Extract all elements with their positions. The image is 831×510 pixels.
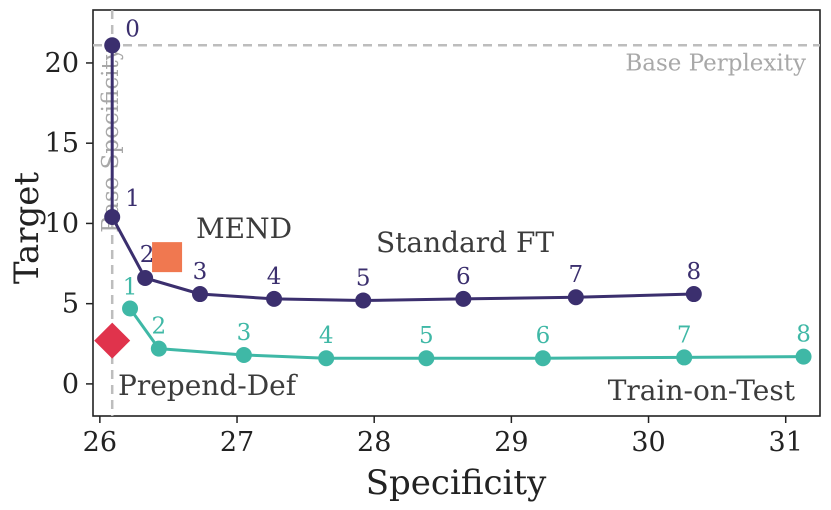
y-tick-label: 15 (45, 128, 79, 159)
standard-ft-point (137, 269, 154, 286)
prepend-def-label: Prepend-Def (118, 369, 299, 402)
train-on-test-point-label: 1 (123, 274, 138, 300)
train-on-test-point-label: 4 (319, 323, 334, 349)
x-tick-label: 29 (494, 427, 528, 458)
train-on-test-point (795, 348, 812, 365)
train-on-test-point (534, 350, 551, 367)
train-on-test-point (676, 349, 693, 366)
standard-ft-point (567, 289, 584, 306)
standard-ft-point-label: 3 (193, 259, 208, 285)
train-on-test-point (418, 350, 435, 367)
train-on-test-point (122, 300, 139, 317)
standard-ft-label: Standard FT (376, 226, 554, 259)
train-on-test-point (235, 347, 252, 364)
x-axis-label: Specificity (366, 463, 547, 503)
x-tick-label: 27 (220, 427, 254, 458)
train-on-test-label: Train-on-Test (608, 374, 796, 407)
prepend-def-marker (94, 322, 131, 359)
standard-ft-point-label: 5 (356, 265, 371, 291)
standard-ft-point-label: 7 (569, 262, 584, 288)
x-tick-label: 28 (357, 427, 391, 458)
x-tick-label: 31 (769, 427, 803, 458)
mend-marker (152, 242, 183, 273)
train-on-test-point (318, 350, 335, 367)
train-on-test-point-label: 3 (237, 320, 252, 346)
standard-ft-point-label: 6 (456, 264, 471, 290)
train-on-test-line (128, 307, 804, 360)
train-on-test-point (150, 340, 167, 357)
standard-ft-point-label: 4 (267, 264, 282, 290)
standard-ft-point (355, 292, 372, 309)
base-perplexity-label: Base Perplexity (625, 50, 806, 76)
standard-ft-point (685, 286, 702, 303)
standard-ft-point (191, 286, 208, 303)
y-tick-label: 10 (45, 208, 79, 239)
standard-ft-point-label: 8 (686, 259, 701, 285)
standard-ft-point (266, 290, 283, 307)
x-tick-label: 26 (83, 427, 117, 458)
train-on-test-point-label: 8 (796, 322, 811, 348)
standard-ft-point-label: 2 (140, 242, 155, 268)
mend-label: MEND (196, 212, 292, 245)
y-tick-label: 20 (45, 48, 79, 79)
standard-ft-point (104, 209, 121, 226)
train-on-test-point-label: 6 (536, 323, 551, 349)
y-tick-label: 0 (62, 369, 79, 400)
train-on-test-point-label: 5 (419, 323, 434, 349)
y-axis-label: Target (7, 172, 47, 284)
y-tick-label: 5 (62, 289, 79, 320)
plot-frame (92, 9, 821, 417)
standard-ft-point (104, 37, 121, 54)
train-on-test-point-label: 7 (677, 322, 692, 348)
train-on-test-point-label: 2 (152, 314, 167, 340)
standard-ft-point-label: 0 (125, 16, 140, 42)
x-tick-label: 30 (631, 427, 665, 458)
standard-ft-point (455, 290, 472, 307)
standard-ft-point-label: 1 (125, 186, 140, 212)
